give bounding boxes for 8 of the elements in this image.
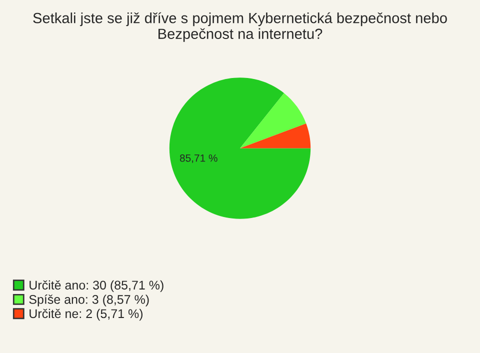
chart-title: Setkali jste se již dříve s pojmem Kybernetická bezpečnost nebo Bezpečnost na internetu? [33,12,447,42]
legend-label: Určitě ano: 30 (85,71 %) [30,280,164,292]
legend-label: Určitě ne: 2 (5,71 %) [30,308,143,321]
legend-label: Spíše ano: 3 (8,57 %) [29,294,149,306]
pie-slice [240,123,311,148]
pie-slice [240,93,306,148]
data-label: 85,71 % [180,154,218,164]
pie-slice [169,78,311,219]
